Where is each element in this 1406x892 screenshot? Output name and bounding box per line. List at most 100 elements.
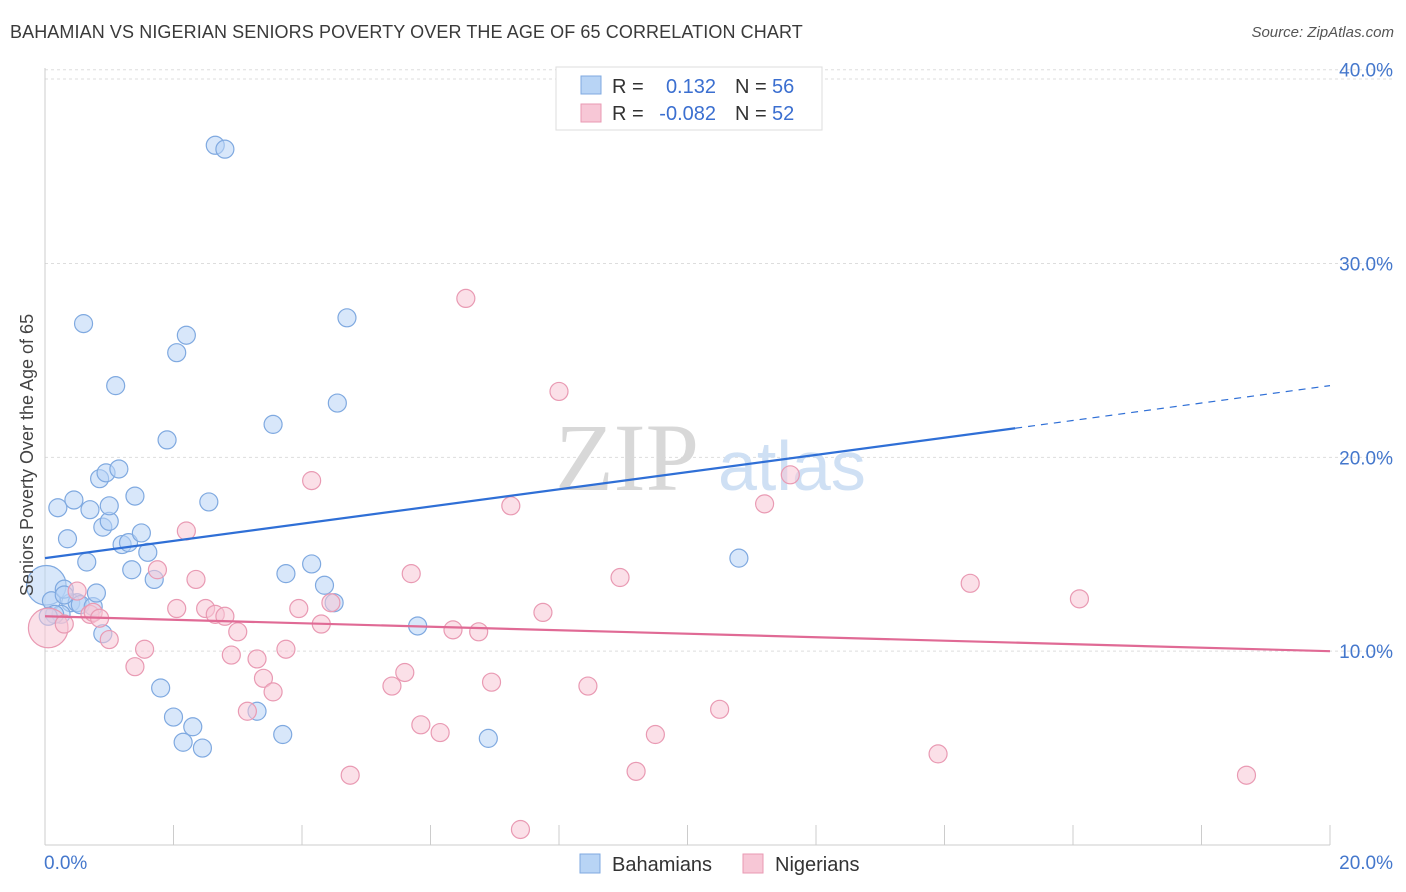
bahamians-point	[327, 393, 347, 413]
bahamians-trend-extension	[1015, 385, 1331, 429]
chart-title: BAHAMIAN VS NIGERIAN SENIORS POVERTY OVE…	[10, 22, 803, 42]
nigerians-points	[27, 288, 1257, 840]
bottom-legend-label-nigerians: Nigerians	[775, 854, 859, 876]
legend-swatch-bahamians	[580, 75, 602, 95]
bahamians-point	[157, 430, 177, 450]
legend-r-value-bahamians: 0.132	[666, 76, 716, 98]
bahamians-point	[167, 343, 187, 363]
bahamians-point	[478, 728, 498, 748]
bahamians-point	[163, 707, 184, 727]
y-tick-label: 30.0%	[1339, 255, 1393, 276]
nigerians-point	[710, 699, 730, 719]
legend-r-label-nigerians: R =	[612, 103, 644, 125]
legend-n-value-nigerians: 52	[772, 103, 794, 125]
y-axis-label: Seniors Poverty Over the Age of 65	[17, 314, 37, 596]
nigerians-point	[456, 288, 476, 309]
x-tick-label: 20.0%	[1339, 853, 1393, 874]
bahamians-trend-line	[44, 427, 1016, 560]
nigerians-point	[340, 765, 360, 785]
bahamians-point	[263, 414, 283, 434]
bahamians-point	[176, 325, 196, 345]
nigerians-point	[549, 381, 569, 402]
nigerians-point	[247, 649, 267, 669]
bahamians-point	[215, 139, 235, 159]
bahamians-point	[151, 678, 171, 698]
nigerians-point	[221, 645, 241, 665]
y-tick-label: 20.0%	[1339, 448, 1393, 469]
legend-top: R = 0.132 N = 56 R = -0.082 N = 52	[555, 66, 823, 131]
nigerians-point	[382, 676, 402, 696]
bahamians-point	[106, 376, 126, 396]
bahamians-point	[125, 486, 145, 506]
nigerians-point	[253, 668, 274, 688]
nigerians-point	[501, 496, 521, 516]
nigerians-point	[289, 598, 309, 619]
bahamians-point	[57, 529, 78, 549]
nigerians-point	[510, 819, 531, 840]
nigerians-point	[443, 620, 463, 640]
x-tick-label: 0.0%	[44, 853, 87, 874]
y-tick-label: 40.0%	[1339, 61, 1393, 82]
nigerians-point	[276, 639, 296, 659]
watermark-zip: ZIP	[555, 404, 699, 511]
tick-labels: 10.0% 20.0% 30.0% 40.0% 0.0% 20.0%	[44, 61, 1393, 874]
bahamians-point	[73, 314, 94, 334]
bahamians-point	[314, 575, 335, 595]
nigerians-point	[125, 657, 145, 677]
bahamians-point	[729, 548, 749, 568]
nigerians-point	[99, 629, 119, 650]
legend-r-label-bahamians: R =	[612, 76, 644, 98]
nigerians-point	[167, 598, 187, 619]
nigerians-point	[411, 715, 431, 735]
nigerians-point	[780, 465, 800, 485]
nigerians-point	[228, 622, 248, 642]
y-tick-label: 10.0%	[1339, 642, 1393, 663]
bahamians-point	[276, 564, 296, 584]
bahamians-point	[122, 560, 142, 580]
nigerians-point	[67, 581, 87, 601]
nigerians-point	[430, 722, 450, 743]
nigerians-point	[215, 606, 235, 626]
nigerians-point	[626, 761, 646, 781]
legend-r-value-nigerians: -0.082	[659, 103, 716, 125]
bahamians-point	[48, 498, 68, 518]
legend-bottom: Bahamians Nigerians	[579, 853, 859, 876]
bottom-legend-swatch-bahamians	[579, 853, 601, 874]
trend-lines	[44, 385, 1331, 653]
grid-lines	[45, 69, 1392, 652]
bahamians-point	[99, 496, 119, 516]
nigerians-point	[960, 573, 980, 593]
bahamians-point	[183, 717, 203, 737]
bahamians-point	[302, 554, 322, 574]
bahamians-point	[337, 308, 357, 328]
nigerians-point	[610, 567, 630, 588]
bahamians-point	[131, 523, 151, 543]
bahamians-point	[80, 500, 100, 520]
nigerians-point	[134, 639, 155, 659]
bahamians-point	[173, 732, 193, 752]
nigerians-point	[147, 560, 168, 580]
nigerians-point	[186, 569, 206, 590]
bahamians-point	[273, 724, 293, 745]
bahamians-point	[109, 459, 129, 479]
legend-swatch-nigerians	[580, 103, 602, 123]
nigerians-trend-line	[44, 615, 1331, 653]
nigerians-point	[645, 724, 665, 745]
nigerians-point	[263, 682, 283, 702]
legend-n-label-bahamians: N =	[735, 76, 767, 98]
nigerians-point	[302, 471, 322, 491]
source-credit: Source: ZipAtlas.com	[1251, 24, 1394, 41]
nigerians-point	[321, 593, 341, 613]
nigerians-point	[754, 494, 775, 514]
axes	[44, 68, 1331, 846]
bahamians-point	[86, 583, 107, 603]
nigerians-point	[1069, 589, 1090, 609]
legend-n-value-bahamians: 56	[772, 76, 794, 98]
nigerians-point	[928, 744, 948, 764]
nigerians-point	[1236, 765, 1257, 785]
legend-n-label-nigerians: N =	[735, 103, 767, 125]
nigerians-point	[481, 672, 502, 692]
nigerians-point	[237, 701, 257, 721]
nigerians-point	[54, 614, 74, 634]
